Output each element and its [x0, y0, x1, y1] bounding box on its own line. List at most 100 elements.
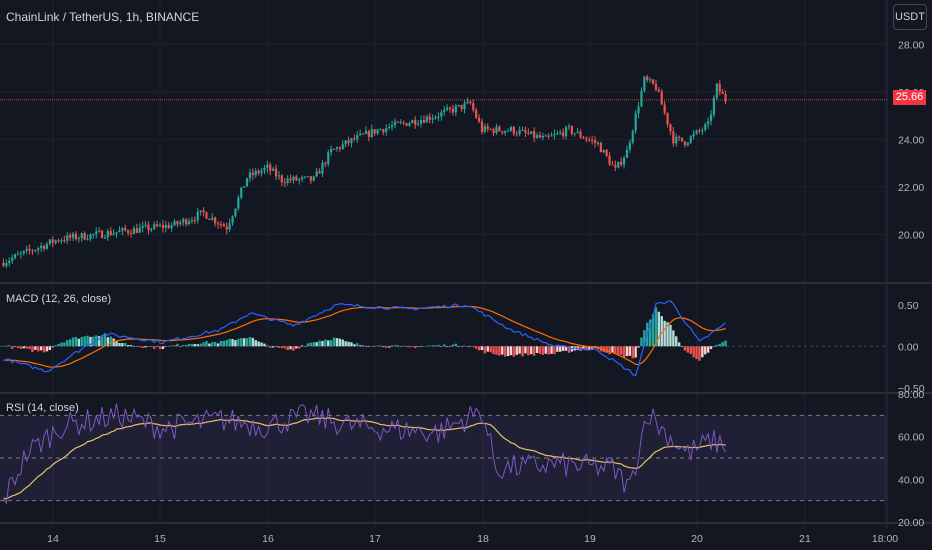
candle-up: [292, 176, 295, 181]
candle-down: [219, 224, 223, 226]
candle-up: [132, 228, 136, 235]
candle-down: [361, 133, 365, 135]
macd-histogram-bar: [358, 345, 362, 347]
candle-up: [86, 239, 89, 241]
candle-up: [379, 129, 382, 131]
candle-up: [701, 130, 704, 132]
macd-histogram-bar: [538, 346, 542, 354]
macd-histogram-bar: [271, 346, 275, 348]
candle-down: [582, 137, 585, 139]
macd-histogram-bar: [422, 345, 426, 347]
candle-down: [422, 119, 426, 123]
macd-histogram-bar: [448, 346, 452, 347]
candle-down: [585, 138, 588, 140]
candle-down: [718, 83, 721, 92]
candle-down: [698, 130, 701, 132]
candle-down: [477, 117, 481, 122]
candle-up: [573, 133, 576, 135]
macd-histogram-bar: [701, 346, 704, 358]
candle-up: [77, 238, 80, 240]
candle-up: [45, 243, 49, 249]
candle-up: [121, 228, 124, 231]
candle-down: [428, 116, 431, 120]
candle-up: [602, 149, 605, 153]
symbol-title: ChainLink / TetherUS, 1h, BINANCE: [6, 10, 200, 24]
macd-histogram-bar: [106, 337, 110, 347]
macd-histogram-bar: [680, 346, 684, 348]
currency-button[interactable]: USDT: [893, 4, 927, 30]
candle-up: [712, 97, 716, 115]
candle-down: [124, 228, 127, 231]
candle-up: [89, 234, 92, 240]
macd-histogram-bar: [109, 336, 112, 347]
candle-up: [254, 170, 257, 176]
candle-up: [158, 224, 162, 227]
macd-histogram-bar: [324, 339, 327, 347]
candle-down: [176, 221, 179, 225]
macd-histogram-bar: [147, 346, 150, 347]
candle-down: [672, 131, 675, 144]
macd-histogram-bar: [532, 346, 536, 356]
macd-histogram-bar: [97, 336, 101, 347]
macd-histogram-bar: [651, 313, 655, 347]
candle-down: [318, 171, 321, 174]
candle-up: [530, 131, 533, 134]
candle-up: [686, 142, 689, 146]
macd-tick-label: −0.50: [898, 383, 925, 395]
candle-down: [472, 103, 475, 110]
candle-up: [179, 222, 182, 225]
macd-histogram-bar: [280, 346, 284, 349]
macd-histogram-bar: [300, 345, 304, 347]
macd-histogram-bar: [724, 340, 727, 347]
candle-up: [567, 126, 571, 128]
macd-histogram-bar: [135, 346, 139, 347]
macd-histogram-bar: [190, 343, 194, 347]
macd-histogram-bar: [57, 343, 60, 347]
candle-up: [419, 119, 423, 124]
macd-histogram-bar: [74, 336, 78, 347]
candle-down: [646, 76, 649, 81]
candle-down: [57, 240, 60, 242]
macd-histogram-bar: [219, 340, 223, 347]
candle-up: [115, 232, 118, 234]
candle-up: [390, 125, 394, 127]
macd-histogram-bar: [124, 342, 127, 347]
macd-histogram-bar: [585, 346, 588, 351]
candle-up: [16, 254, 20, 256]
macd-histogram-bar: [669, 324, 672, 347]
macd-histogram-bar: [675, 336, 678, 347]
macd-histogram-bar: [698, 346, 701, 361]
macd-tick-label: 0.00: [898, 341, 919, 353]
macd-histogram-bar: [579, 346, 582, 351]
macd-histogram-bar: [28, 346, 31, 350]
candle-up: [553, 134, 556, 136]
candle-up: [321, 162, 324, 174]
macd-histogram-bar: [608, 346, 611, 355]
candle-down: [147, 224, 150, 231]
macd-histogram-bar: [396, 345, 400, 347]
candle-down: [347, 140, 350, 144]
macd-histogram-bar: [672, 330, 675, 347]
macd-histogram-bar: [634, 346, 637, 358]
macd-histogram-bar: [129, 345, 133, 347]
macd-histogram-bar: [266, 345, 269, 347]
macd-histogram-bar: [460, 346, 463, 347]
macd-histogram-bar: [251, 337, 255, 347]
macd-label: MACD (12, 26, close): [6, 293, 112, 305]
macd-histogram-bar: [379, 345, 382, 347]
candle-down: [161, 224, 165, 228]
macd-histogram-bar: [474, 346, 478, 349]
macd-histogram-bar: [695, 346, 698, 360]
candle-down: [167, 224, 170, 229]
candle-up: [211, 217, 214, 220]
candle-up: [417, 123, 420, 125]
macd-histogram-bar: [399, 346, 402, 347]
candle-down: [654, 83, 658, 90]
macd-histogram-bar: [338, 338, 342, 347]
macd-histogram-bar: [161, 346, 165, 350]
candle-up: [454, 106, 457, 113]
macd-histogram-bar: [213, 341, 217, 347]
macd-histogram-bar: [283, 346, 286, 349]
candle-down: [83, 233, 86, 240]
